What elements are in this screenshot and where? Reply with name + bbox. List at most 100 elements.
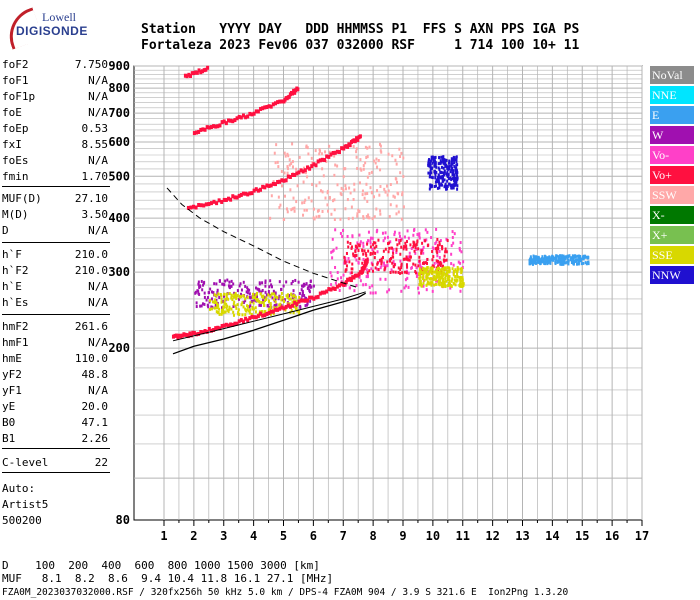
echo-point: [562, 262, 565, 266]
trace-point: [248, 316, 252, 321]
echo-point: [564, 257, 567, 261]
echo-point: [531, 258, 534, 262]
echo-point: [543, 257, 546, 261]
x-tick-label: 13: [515, 529, 529, 543]
trace-point: [271, 102, 275, 107]
trace-point: [276, 307, 280, 312]
echo-point: [333, 173, 336, 177]
echo-point: [405, 247, 408, 251]
echo-point: [452, 241, 455, 245]
echo-point: [539, 262, 542, 266]
echo-point: [414, 246, 417, 250]
echo-point: [380, 260, 383, 264]
echo-point: [399, 154, 402, 158]
trace-point: [282, 306, 286, 311]
echo-point: [297, 280, 300, 284]
echo-point: [260, 294, 263, 298]
echo-point: [434, 242, 437, 246]
echo-point: [389, 183, 392, 187]
echo-point: [442, 271, 445, 275]
echo-point: [383, 268, 386, 272]
echo-point: [220, 312, 223, 316]
echo-point: [218, 307, 221, 311]
echo-point: [571, 254, 574, 258]
echo-point: [395, 238, 398, 242]
echo-point: [406, 229, 409, 233]
x-tick-label: 3: [220, 529, 227, 543]
echo-point: [435, 227, 438, 231]
echo-point: [431, 289, 434, 293]
trace-point: [224, 197, 228, 202]
echo-point: [301, 284, 304, 288]
echo-point: [456, 267, 459, 271]
echo-point: [222, 311, 225, 315]
echo-point: [460, 267, 463, 271]
param-row-fmin: fmin 1.70: [2, 170, 108, 184]
trace-point: [358, 134, 362, 139]
echo-point: [349, 271, 352, 275]
echo-point: [279, 295, 282, 299]
echo-point: [379, 149, 382, 153]
echo-point: [285, 280, 288, 284]
echo-point: [369, 241, 372, 245]
echo-point: [358, 181, 361, 185]
echo-point: [304, 198, 307, 202]
echo-point: [282, 284, 285, 288]
echo-point: [203, 291, 206, 295]
trace-point: [254, 187, 258, 192]
echo-point: [340, 186, 343, 190]
echo-point: [333, 217, 336, 221]
echo-point: [366, 155, 369, 159]
echo-point: [232, 313, 235, 317]
echo-point: [344, 187, 347, 191]
echo-point: [365, 275, 368, 279]
echo-point: [459, 289, 462, 293]
echo-point: [201, 288, 204, 292]
param-row-hmf1: hmF1 N/A: [2, 336, 108, 350]
echo-point: [582, 254, 585, 258]
echo-point: [362, 216, 365, 220]
echo-point: [369, 186, 372, 190]
echo-point: [386, 235, 389, 239]
trace-point: [271, 309, 275, 314]
echo-point: [355, 253, 358, 257]
echo-point: [426, 266, 429, 270]
echo-point: [558, 260, 561, 264]
trace-point: [265, 105, 269, 110]
param-label: hmE: [2, 352, 22, 365]
echo-point: [254, 297, 257, 301]
param-row-foes: foEs N/A: [2, 154, 108, 168]
echo-point: [450, 186, 453, 190]
echo-point: [398, 147, 401, 151]
echo-point: [391, 255, 394, 259]
echo-point: [427, 164, 430, 168]
echo-point: [435, 259, 438, 263]
echo-point: [242, 300, 245, 304]
echo-point: [407, 258, 410, 262]
legend: NoVal NNE E W Vo- Vo+ SSW X- X+ SSE NNW: [650, 66, 694, 286]
trace-point: [318, 291, 322, 296]
echo-point: [434, 163, 437, 167]
echo-point: [281, 296, 284, 300]
echo-point: [334, 265, 337, 269]
trace-point: [176, 335, 180, 340]
echo-point: [437, 282, 440, 286]
trace-point: [293, 172, 297, 177]
echo-point: [203, 295, 206, 299]
echo-point: [239, 282, 242, 286]
echo-point: [219, 293, 222, 297]
trace-point: [256, 109, 260, 114]
echo-point: [228, 280, 231, 284]
echo-point: [402, 174, 405, 178]
echo-point: [445, 184, 448, 188]
echo-point: [294, 295, 297, 299]
echo-point: [286, 210, 289, 214]
echo-point: [377, 159, 380, 163]
echo-point: [238, 284, 241, 288]
echo-point: [431, 155, 434, 159]
param-value: 1.70: [81, 170, 109, 183]
echo-point: [397, 210, 400, 214]
echo-point: [272, 312, 275, 316]
echo-point: [203, 280, 206, 284]
trace-point: [241, 113, 245, 118]
